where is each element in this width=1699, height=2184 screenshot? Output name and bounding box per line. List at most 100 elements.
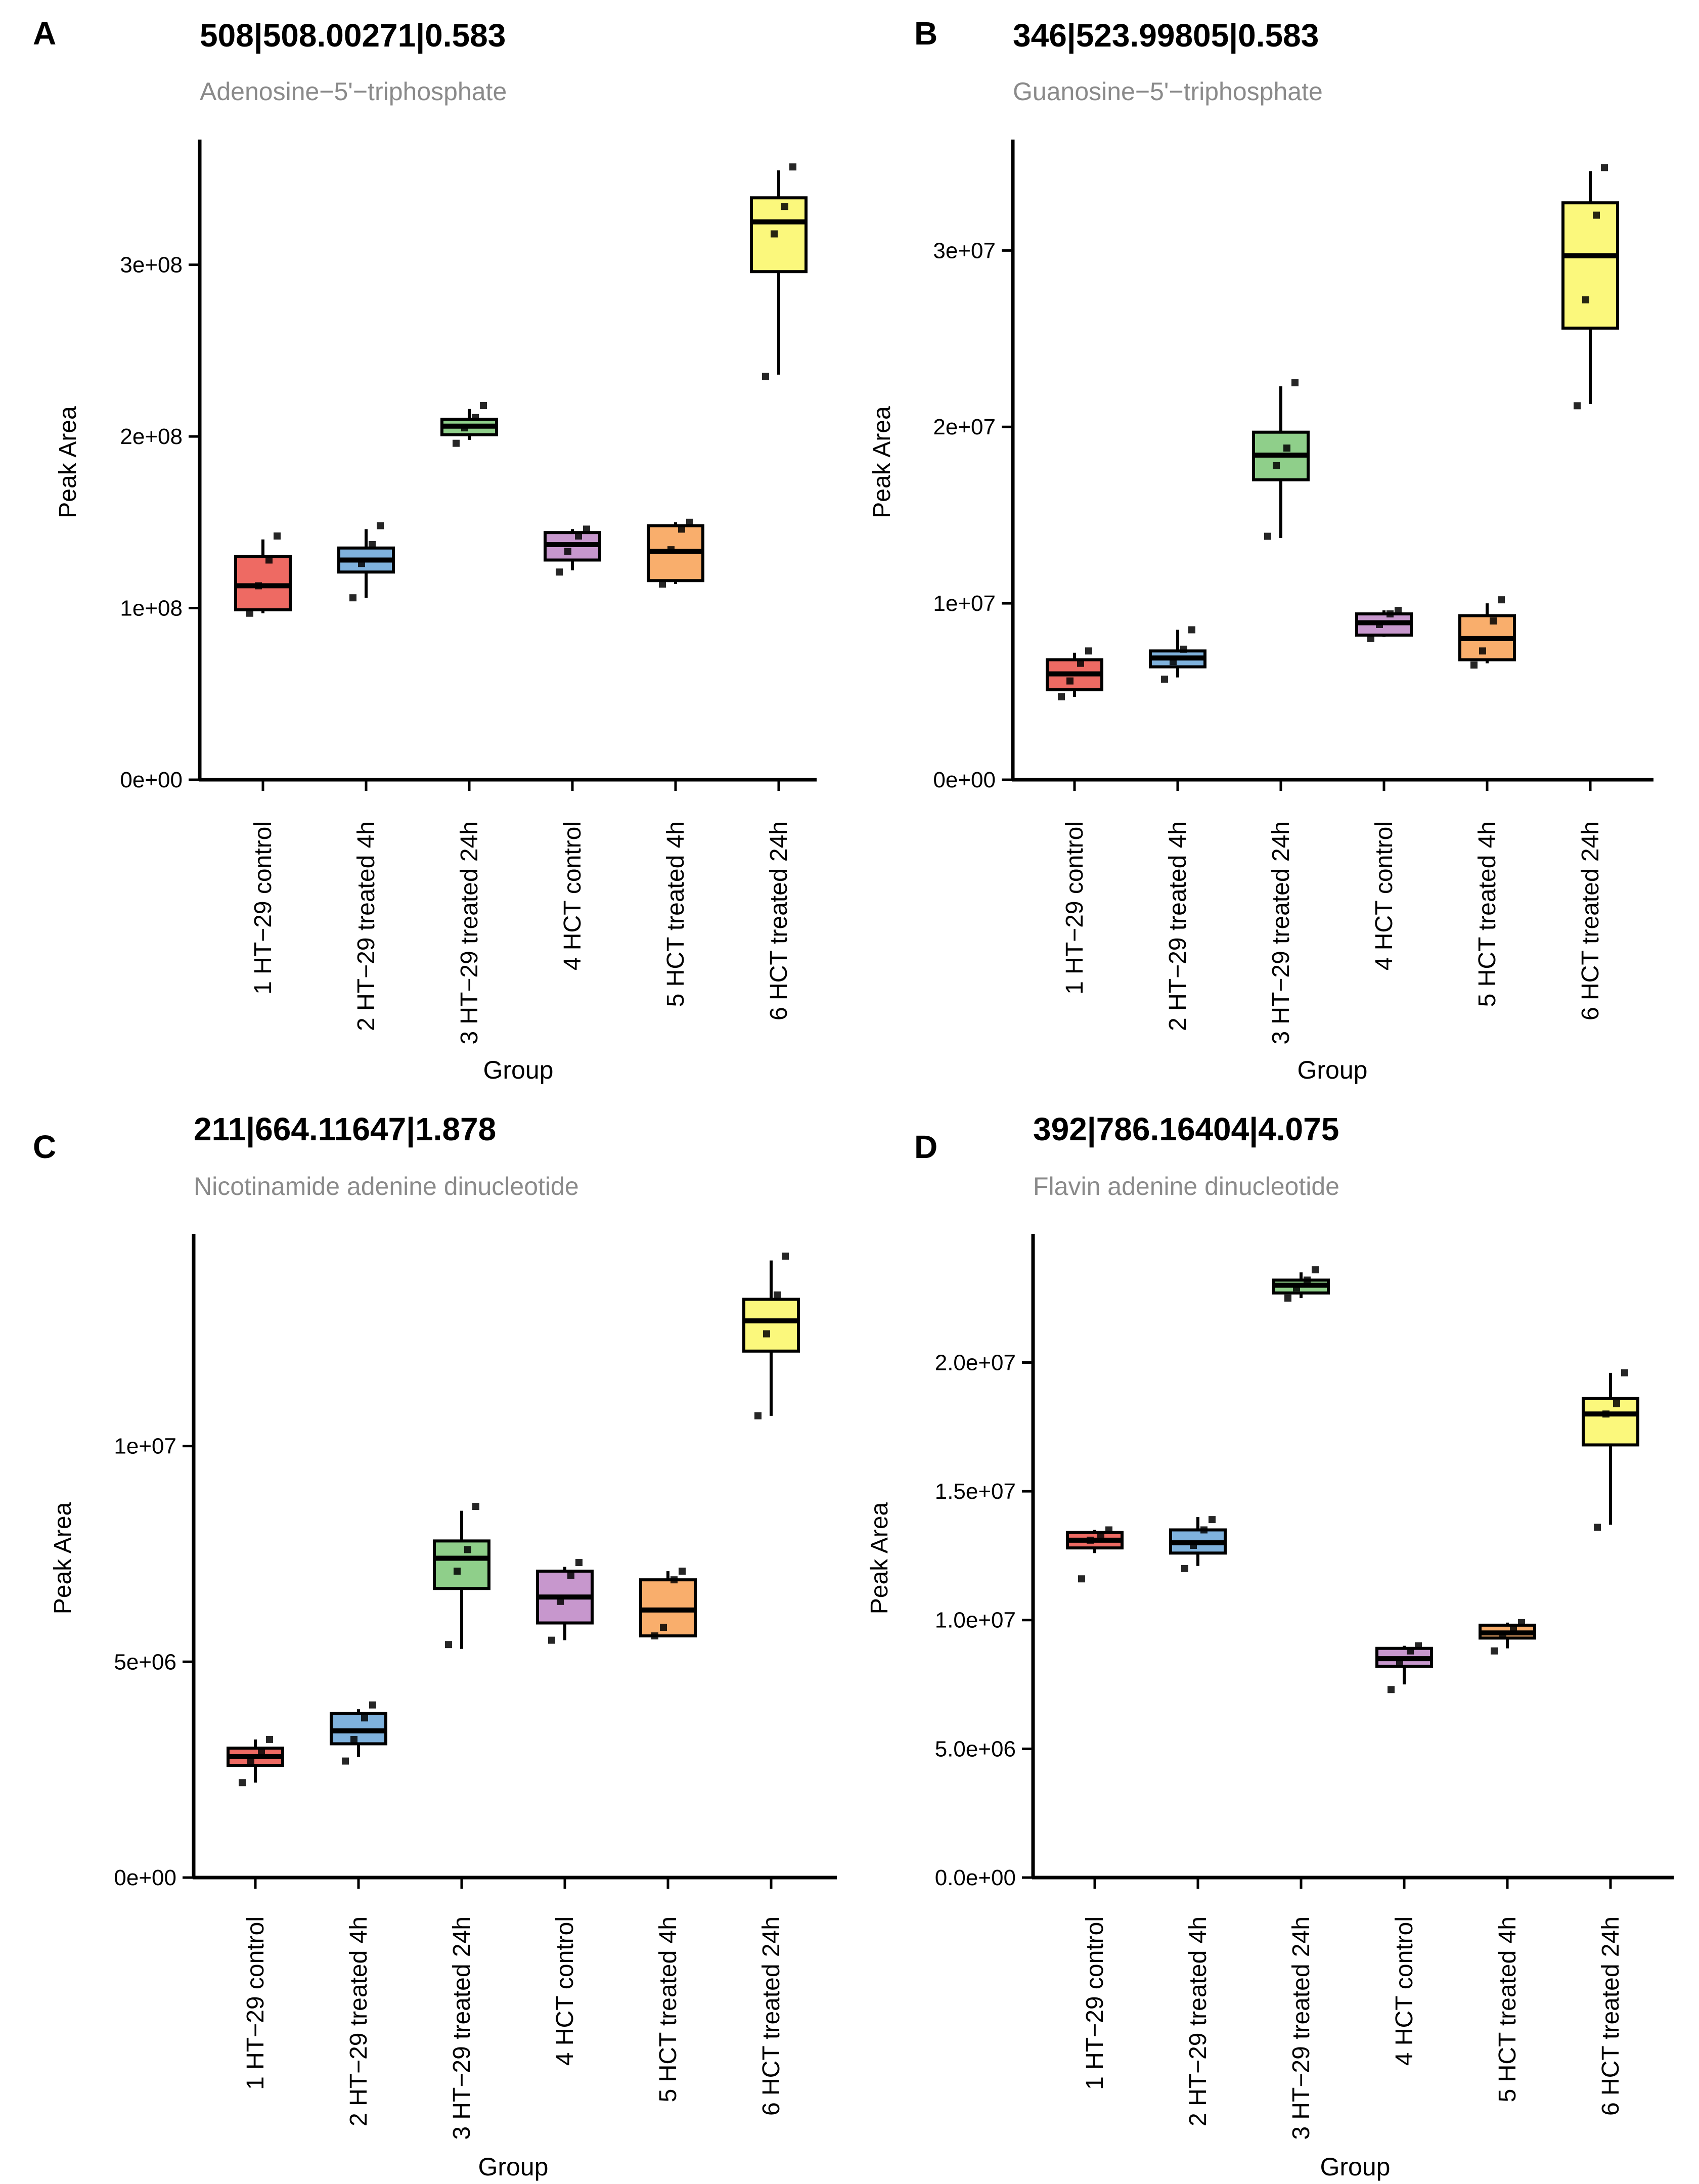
y-tick-label: 1.0e+07	[935, 1608, 1016, 1633]
y-axis-title: Peak Area	[866, 1502, 893, 1614]
data-point	[480, 402, 487, 409]
data-point	[1490, 617, 1497, 625]
box-group	[1375, 1645, 1433, 1685]
data-point	[670, 1576, 678, 1584]
data-point	[1621, 1369, 1628, 1376]
data-point	[771, 230, 778, 238]
data-point	[1170, 658, 1177, 665]
data-point	[1078, 1575, 1085, 1583]
y-axis-title: Peak Area	[50, 1502, 76, 1614]
data-point	[679, 1568, 686, 1575]
y-tick-label: 0e+00	[114, 1865, 176, 1890]
data-point	[258, 1749, 265, 1756]
panel-d: D 392|786.16404|4.075 Flavin adenine dinuc…	[866, 1111, 1674, 2181]
panel-letter: D	[914, 1129, 937, 1165]
panel-title: 211|664.11647|1.878	[194, 1111, 496, 1148]
data-point	[1066, 677, 1074, 685]
data-point	[246, 609, 253, 617]
box-group	[1582, 1372, 1639, 1525]
x-tick-label: 1 HT−29 control	[250, 821, 277, 995]
data-point	[1304, 1276, 1311, 1284]
data-point	[1395, 607, 1402, 614]
data-point	[1264, 532, 1271, 540]
y-tick-label: 1e+07	[933, 591, 996, 616]
box	[234, 555, 292, 611]
data-point	[1593, 211, 1600, 219]
x-tick-label: 6 HCT treated 24h	[766, 821, 792, 1020]
data-point	[453, 439, 460, 447]
data-point	[239, 1779, 246, 1787]
x-tick-label: 5 HCT treated 4h	[1474, 821, 1501, 1007]
box-group	[1252, 386, 1310, 539]
panel-letter: C	[33, 1129, 56, 1165]
data-point	[686, 518, 693, 526]
data-point	[774, 1291, 781, 1299]
data-point	[575, 1559, 583, 1567]
data-point	[1498, 596, 1505, 604]
y-tick-label: 0e+00	[120, 768, 183, 792]
box	[742, 1298, 800, 1353]
data-point	[1188, 626, 1195, 634]
x-tick-label: 1 HT−29 control	[1061, 821, 1088, 995]
data-point	[255, 582, 262, 590]
data-point	[361, 1714, 368, 1722]
data-point	[472, 1503, 479, 1510]
box-group	[337, 529, 395, 598]
y-tick-label: 2.0e+07	[935, 1350, 1016, 1375]
data-point	[678, 525, 685, 533]
data-point	[1105, 1526, 1112, 1534]
x-tick-label: 3 HT−29 treated 24h	[1288, 1916, 1315, 2140]
box-group	[1561, 171, 1619, 404]
data-point	[660, 1624, 667, 1631]
box-group	[750, 170, 808, 375]
panel-title: 508|508.00271|0.583	[200, 17, 506, 54]
data-point	[567, 1572, 574, 1579]
data-point	[651, 1632, 658, 1640]
x-axis-title: Group	[478, 2153, 549, 2181]
data-point	[1312, 1266, 1319, 1274]
data-point	[369, 1701, 376, 1709]
box-group	[536, 1567, 594, 1640]
box-group	[227, 1739, 284, 1783]
data-point	[454, 1568, 461, 1575]
x-tick-label: 3 HT−29 treated 24h	[1268, 821, 1294, 1045]
data-point	[377, 522, 384, 529]
data-point	[265, 556, 273, 564]
x-tick-label: 5 HCT treated 4h	[655, 1916, 682, 2102]
box	[1561, 201, 1619, 330]
x-tick-label: 5 HCT treated 4h	[662, 821, 689, 1007]
box-group	[1066, 1530, 1124, 1553]
data-point	[1283, 444, 1290, 452]
x-tick-label: 4 HCT control	[559, 821, 586, 970]
panel-title: 346|523.99805|0.583	[1013, 17, 1319, 54]
y-axis-title: Peak Area	[55, 406, 81, 518]
data-point	[1058, 693, 1065, 701]
data-point	[548, 1636, 555, 1644]
data-point	[1367, 635, 1374, 642]
data-point	[575, 532, 582, 540]
box-group	[544, 529, 601, 570]
data-point	[1291, 379, 1299, 386]
box-group	[1355, 610, 1413, 637]
data-point	[1415, 1642, 1422, 1650]
data-point	[789, 163, 796, 171]
data-point	[1602, 1410, 1609, 1418]
data-point	[667, 546, 675, 554]
box-group	[647, 522, 704, 585]
y-axis-title: Peak Area	[869, 406, 896, 518]
box	[750, 196, 808, 274]
data-point	[1376, 620, 1383, 628]
data-point	[1387, 610, 1394, 618]
data-point	[266, 1735, 273, 1743]
data-point	[1479, 647, 1486, 655]
data-point	[1518, 1619, 1525, 1626]
data-point	[349, 594, 356, 602]
data-point	[583, 525, 590, 533]
data-point	[1510, 1624, 1517, 1632]
x-tick-label: 2 HT−29 treated 4h	[1165, 821, 1191, 1031]
data-point	[1470, 661, 1478, 669]
data-point	[472, 414, 479, 421]
panel-subtitle: Adenosine−5'−triphosphate	[200, 77, 507, 106]
data-point	[1180, 645, 1187, 653]
